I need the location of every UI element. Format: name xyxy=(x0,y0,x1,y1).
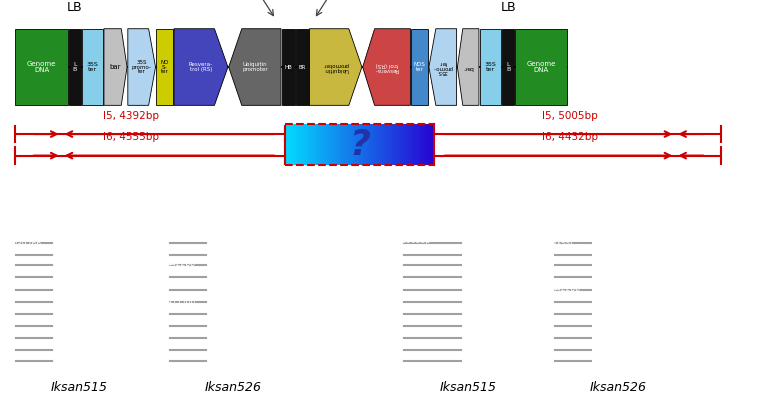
Bar xyxy=(502,29,514,105)
Text: Iksan515: Iksan515 xyxy=(50,381,108,393)
Text: bar: bar xyxy=(463,65,474,69)
Text: 35S
ter: 35S ter xyxy=(86,62,99,72)
Text: I5, 5005bp: I5, 5005bp xyxy=(542,111,598,121)
Text: 4392bp: 4392bp xyxy=(13,241,42,249)
Bar xyxy=(296,29,309,105)
Text: ?: ? xyxy=(349,128,370,162)
Text: 35S
promo-
ter: 35S promo- ter xyxy=(132,60,152,74)
Bar xyxy=(282,29,295,105)
Text: 35S
ter: 35S ter xyxy=(484,62,497,72)
Bar xyxy=(15,29,68,105)
Polygon shape xyxy=(128,29,156,105)
Text: BR: BR xyxy=(299,65,306,69)
Text: I6, 4432bp: I6, 4432bp xyxy=(542,132,598,142)
Polygon shape xyxy=(174,29,228,105)
Text: Genome
DNA: Genome DNA xyxy=(27,61,56,73)
Bar xyxy=(285,124,434,165)
Text: 4422bp: 4422bp xyxy=(552,284,581,292)
Bar xyxy=(480,29,501,105)
Text: Resvera-
trol (RS): Resvera- trol (RS) xyxy=(189,62,213,72)
Bar xyxy=(515,29,567,105)
Text: Iksan515: Iksan515 xyxy=(439,381,497,393)
Text: 3483bp: 3483bp xyxy=(13,291,42,300)
Polygon shape xyxy=(457,29,479,105)
Text: NOS
ter: NOS ter xyxy=(413,62,426,72)
Bar xyxy=(156,29,173,105)
Bar xyxy=(69,29,81,105)
Text: 4555bp: 4555bp xyxy=(167,297,196,306)
Text: bar: bar xyxy=(110,64,121,70)
Text: Iksan526: Iksan526 xyxy=(589,381,647,393)
Polygon shape xyxy=(310,29,362,105)
Text: L
B: L B xyxy=(72,62,77,72)
Polygon shape xyxy=(104,29,127,105)
Text: LB: LB xyxy=(67,1,82,14)
Text: Genome
DNA: Genome DNA xyxy=(527,61,556,73)
Text: Resvera-
trol (RS): Resvera- trol (RS) xyxy=(374,62,399,72)
Text: Ubiquitin
promoter: Ubiquitin promoter xyxy=(242,62,268,72)
Text: HB: HB xyxy=(284,65,293,69)
Text: Iksan526: Iksan526 xyxy=(204,381,262,393)
Text: 5005bp: 5005bp xyxy=(402,236,431,245)
Text: I5, 4392bp: I5, 4392bp xyxy=(103,111,159,121)
Polygon shape xyxy=(429,29,457,105)
Text: 35S
promo-
ter: 35S promo- ter xyxy=(433,60,453,74)
Text: Ubiquitin
promoter: Ubiquitin promoter xyxy=(323,62,349,72)
Text: L
B: L B xyxy=(506,62,511,72)
Text: I6, 4555bp: I6, 4555bp xyxy=(103,132,159,142)
Text: LB: LB xyxy=(500,1,516,14)
Text: 4422bp: 4422bp xyxy=(167,259,196,268)
Polygon shape xyxy=(229,29,281,105)
Text: 4432bp: 4432bp xyxy=(552,242,581,251)
Text: NO
S-
ter: NO S- ter xyxy=(161,60,169,74)
Bar xyxy=(82,29,103,105)
Polygon shape xyxy=(363,29,410,105)
Bar xyxy=(411,29,428,105)
